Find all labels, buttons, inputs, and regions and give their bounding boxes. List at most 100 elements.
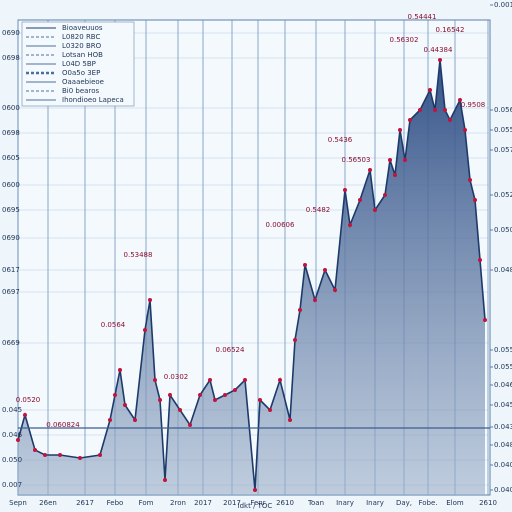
marker <box>433 108 437 112</box>
marker <box>438 58 442 62</box>
y2-tick-label: 0.048 <box>494 441 512 449</box>
y-tick-label: 0690 <box>2 29 20 37</box>
marker <box>163 478 167 482</box>
marker <box>343 188 347 192</box>
x-axis-label: ldkt / TOC <box>238 502 273 510</box>
marker <box>188 423 192 427</box>
marker <box>23 413 27 417</box>
x-tick-label: Fom <box>139 499 154 507</box>
legend-label: O0a5o 3EP <box>62 69 100 77</box>
annotation: 0.5436 <box>328 136 353 144</box>
annotation: 0.0564 <box>101 321 126 329</box>
marker <box>258 398 262 402</box>
marker <box>288 418 292 422</box>
marker <box>313 298 317 302</box>
marker <box>323 268 327 272</box>
annotation: 0.56302 <box>390 36 419 44</box>
x-tick-label: 2610 <box>479 499 497 507</box>
marker <box>298 308 302 312</box>
y2-tick-label: 0.055 <box>494 363 512 371</box>
y2-tick-label: 0.057 <box>494 146 512 154</box>
annotation: 0.44384 <box>424 46 453 54</box>
marker <box>198 393 202 397</box>
y-tick-label: 0.045 <box>2 406 22 414</box>
x-tick-label: Elom <box>446 499 464 507</box>
legend-label: Oaaaebieoe <box>62 78 104 86</box>
y2-tick-label: 0.048 <box>494 266 512 274</box>
y-tick-label: 0617 <box>2 266 20 274</box>
marker <box>478 258 482 262</box>
y-tick-label: 0669 <box>2 339 20 347</box>
marker <box>443 108 447 112</box>
marker <box>408 118 412 122</box>
marker <box>418 108 422 112</box>
marker <box>448 118 452 122</box>
y2-tick-label: 0.056 <box>494 106 512 114</box>
x-tick-label: 2017 <box>194 499 212 507</box>
y2-tick-label: 0.0010 <box>494 1 512 9</box>
y-tick-label: 0698 <box>2 129 20 137</box>
series <box>16 58 487 495</box>
legend-label: Lotsan HOB <box>62 51 103 59</box>
y-tick-label: 0695 <box>2 206 20 214</box>
y-tick-label: 0600 <box>2 104 20 112</box>
x-tick-label: Day, <box>396 499 412 507</box>
marker <box>483 318 487 322</box>
x-tick-label: Toan <box>307 499 324 507</box>
y-tick-label: 0.050 <box>2 456 22 464</box>
marker <box>33 448 37 452</box>
marker <box>178 408 182 412</box>
annotation: 0.53488 <box>124 251 153 259</box>
y2-tick-label: 0.045 <box>494 401 512 409</box>
marker <box>393 173 397 177</box>
y-tick-label: 0697 <box>2 288 20 296</box>
annotation: 0.06524 <box>216 346 245 354</box>
marker <box>158 398 162 402</box>
marker <box>123 403 127 407</box>
marker <box>78 456 82 460</box>
marker <box>373 208 377 212</box>
y2-tick-label: 0.043 <box>494 423 512 431</box>
y2-tick-label: 0.055 <box>494 126 512 134</box>
marker <box>58 453 62 457</box>
marker <box>143 328 147 332</box>
y2-tick-label: 0.046 <box>494 381 512 389</box>
marker <box>208 378 212 382</box>
legend-label: Ihondioeo Lapeca <box>62 96 124 104</box>
legend-label: Bi0 bearos <box>62 87 99 95</box>
annotation: 0.0302 <box>164 373 189 381</box>
x-tick-label: 2610 <box>276 499 294 507</box>
x-tick-label: 26en <box>39 499 57 507</box>
y-tick-label: 0.007 <box>2 481 22 489</box>
marker <box>303 263 307 267</box>
x-tick-label: Inary <box>366 499 384 507</box>
marker <box>278 378 282 382</box>
marker <box>213 398 217 402</box>
y2-tick-label: 0.040 <box>494 486 512 494</box>
marker <box>403 158 407 162</box>
y-tick-label: 0600 <box>2 181 20 189</box>
y-tick-label: 0.046 <box>2 431 23 439</box>
marker <box>98 453 102 457</box>
marker <box>383 193 387 197</box>
marker <box>108 418 112 422</box>
marker <box>168 393 172 397</box>
y-tick-label: 0698 <box>2 54 20 62</box>
marker <box>293 338 297 342</box>
x-tick-label: Fenr <box>250 499 265 507</box>
marker <box>133 418 137 422</box>
annotation: 0.54441 <box>408 13 437 21</box>
x-tick-label: 2617 <box>76 499 94 507</box>
x-tick-label: Febo <box>107 499 124 507</box>
marker <box>463 128 467 132</box>
marker <box>153 378 157 382</box>
marker <box>358 198 362 202</box>
marker <box>388 158 392 162</box>
y2-tick-label: 0.052 <box>494 191 512 199</box>
legend-label: Bioaveuuos <box>62 24 103 32</box>
legend-label: L0320 BRO <box>62 42 102 50</box>
legend-label: L0820 RBC <box>62 33 100 41</box>
marker <box>16 438 20 442</box>
